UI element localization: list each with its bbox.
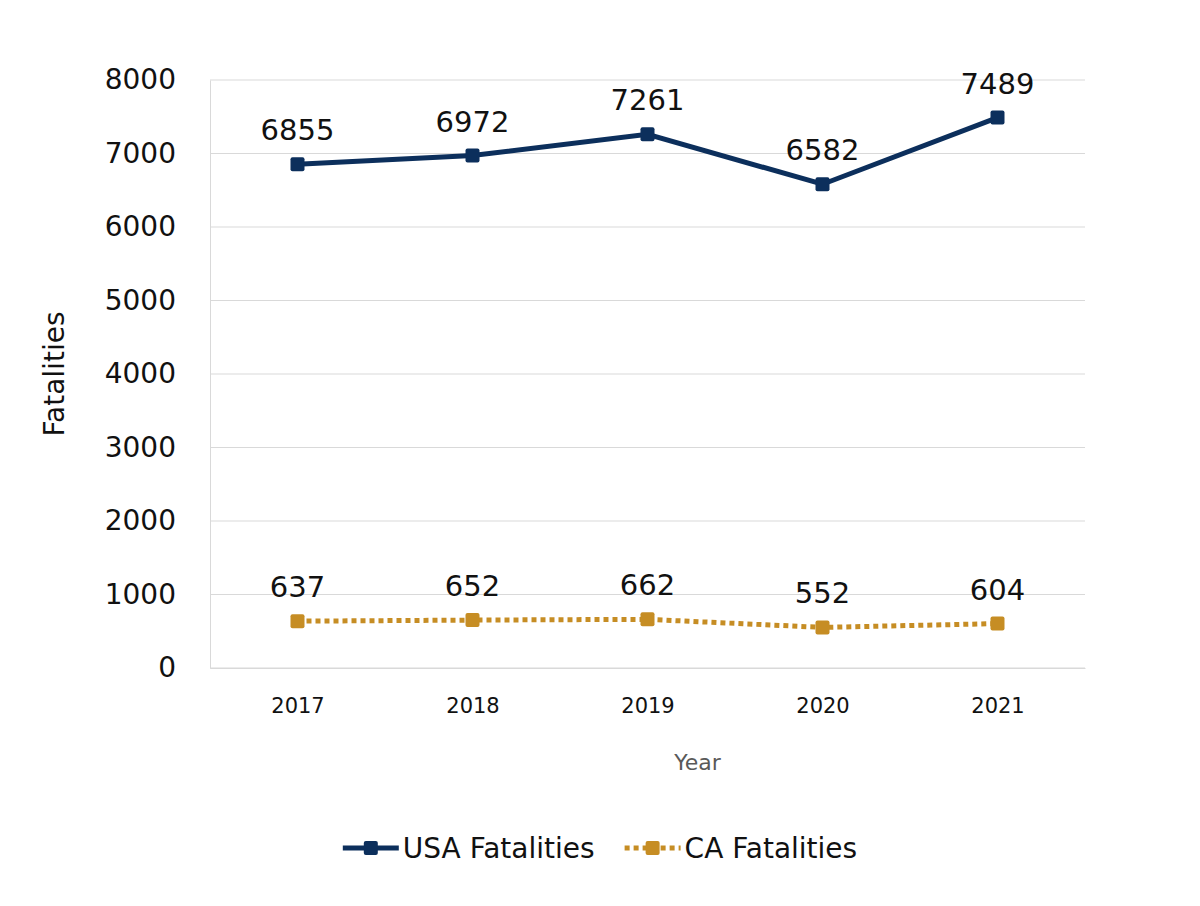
x-tick-label: 2017 bbox=[271, 694, 324, 718]
data-label: 6972 bbox=[436, 105, 510, 139]
y-tick-label: 3000 bbox=[105, 431, 176, 464]
marker bbox=[291, 614, 305, 628]
data-label: 6582 bbox=[786, 133, 860, 167]
data-label: 637 bbox=[270, 570, 325, 604]
grid-line bbox=[210, 300, 1085, 301]
y-tick-label: 5000 bbox=[105, 284, 176, 317]
y-tick-label: 6000 bbox=[105, 210, 176, 243]
y-tick-label: 8000 bbox=[105, 63, 176, 96]
y-tick-label: 7000 bbox=[105, 137, 176, 170]
marker bbox=[816, 177, 830, 191]
y-tick-label: 0 bbox=[158, 651, 176, 684]
data-label: 7489 bbox=[961, 67, 1035, 101]
grid-line bbox=[210, 227, 1085, 228]
y-tick-label: 4000 bbox=[105, 357, 176, 390]
y-tick: 2000 bbox=[105, 504, 210, 537]
marker bbox=[816, 620, 830, 634]
grid-line bbox=[210, 80, 1085, 81]
grid bbox=[210, 80, 1085, 668]
y-tick: 6000 bbox=[105, 210, 210, 243]
data-label: 6855 bbox=[261, 113, 335, 147]
series-line bbox=[298, 118, 998, 185]
grid-line bbox=[210, 374, 1085, 375]
grid-line bbox=[210, 153, 1085, 154]
y-tick: 1000 bbox=[105, 578, 210, 611]
x-axis-line bbox=[211, 668, 1086, 669]
x-axis: 2017 2018 2019 2020 2021 bbox=[211, 668, 1086, 718]
legend-item: USA Fatalities bbox=[343, 832, 595, 865]
chart: 0100020003000400050006000700080002017201… bbox=[0, 0, 1200, 906]
y-tick-label: 1000 bbox=[105, 578, 176, 611]
legend-marker bbox=[646, 841, 660, 855]
legend-label: CA Fatalities bbox=[685, 832, 858, 865]
marker bbox=[991, 111, 1005, 125]
y-tick: 4000 bbox=[105, 357, 210, 390]
legend-label: USA Fatalities bbox=[403, 832, 595, 865]
marker bbox=[641, 127, 655, 141]
y-tick: 0 bbox=[158, 651, 210, 684]
y-tick: 8000 bbox=[105, 63, 210, 96]
y-axis-title: Fatalities bbox=[38, 312, 71, 437]
data-label: 7261 bbox=[611, 83, 685, 117]
legend: USA Fatalities CA Fatalities bbox=[343, 832, 857, 865]
marker bbox=[991, 617, 1005, 631]
data-label: 604 bbox=[970, 573, 1025, 607]
marker bbox=[641, 612, 655, 626]
y-tick: 7000 bbox=[105, 137, 210, 170]
data-label: 552 bbox=[795, 576, 850, 610]
y-axis-line bbox=[210, 81, 211, 669]
marker bbox=[291, 157, 305, 171]
grid-line bbox=[210, 521, 1085, 522]
x-axis-title: Year bbox=[673, 750, 722, 775]
x-tick: 2020 bbox=[796, 668, 849, 718]
legend-marker bbox=[364, 841, 378, 855]
marker bbox=[466, 613, 480, 627]
marker bbox=[466, 149, 480, 163]
y-tick-label: 2000 bbox=[105, 504, 176, 537]
legend-item: CA Fatalities bbox=[625, 832, 858, 865]
x-tick-label: 2021 bbox=[971, 694, 1024, 718]
data-label: 652 bbox=[445, 569, 500, 603]
y-tick: 5000 bbox=[105, 284, 210, 317]
y-tick: 3000 bbox=[105, 431, 210, 464]
x-tick-label: 2019 bbox=[621, 694, 674, 718]
x-tick: 2017 bbox=[271, 668, 324, 718]
x-tick: 2021 bbox=[971, 668, 1024, 718]
y-axis: 0 1000 2000 3000 4000 5000 6000 7000 8000 bbox=[105, 63, 211, 684]
x-tick: 2019 bbox=[621, 668, 674, 718]
x-tick: 2018 bbox=[446, 668, 499, 718]
grid-line bbox=[210, 668, 1085, 669]
x-tick-label: 2018 bbox=[446, 694, 499, 718]
data-labels: 6855 6972 7261 6582 7489 637 652 662 552 604 bbox=[261, 67, 1035, 611]
plot-area bbox=[291, 111, 1005, 635]
data-label: 662 bbox=[620, 568, 675, 602]
x-tick-label: 2020 bbox=[796, 694, 849, 718]
grid-line bbox=[210, 447, 1085, 448]
